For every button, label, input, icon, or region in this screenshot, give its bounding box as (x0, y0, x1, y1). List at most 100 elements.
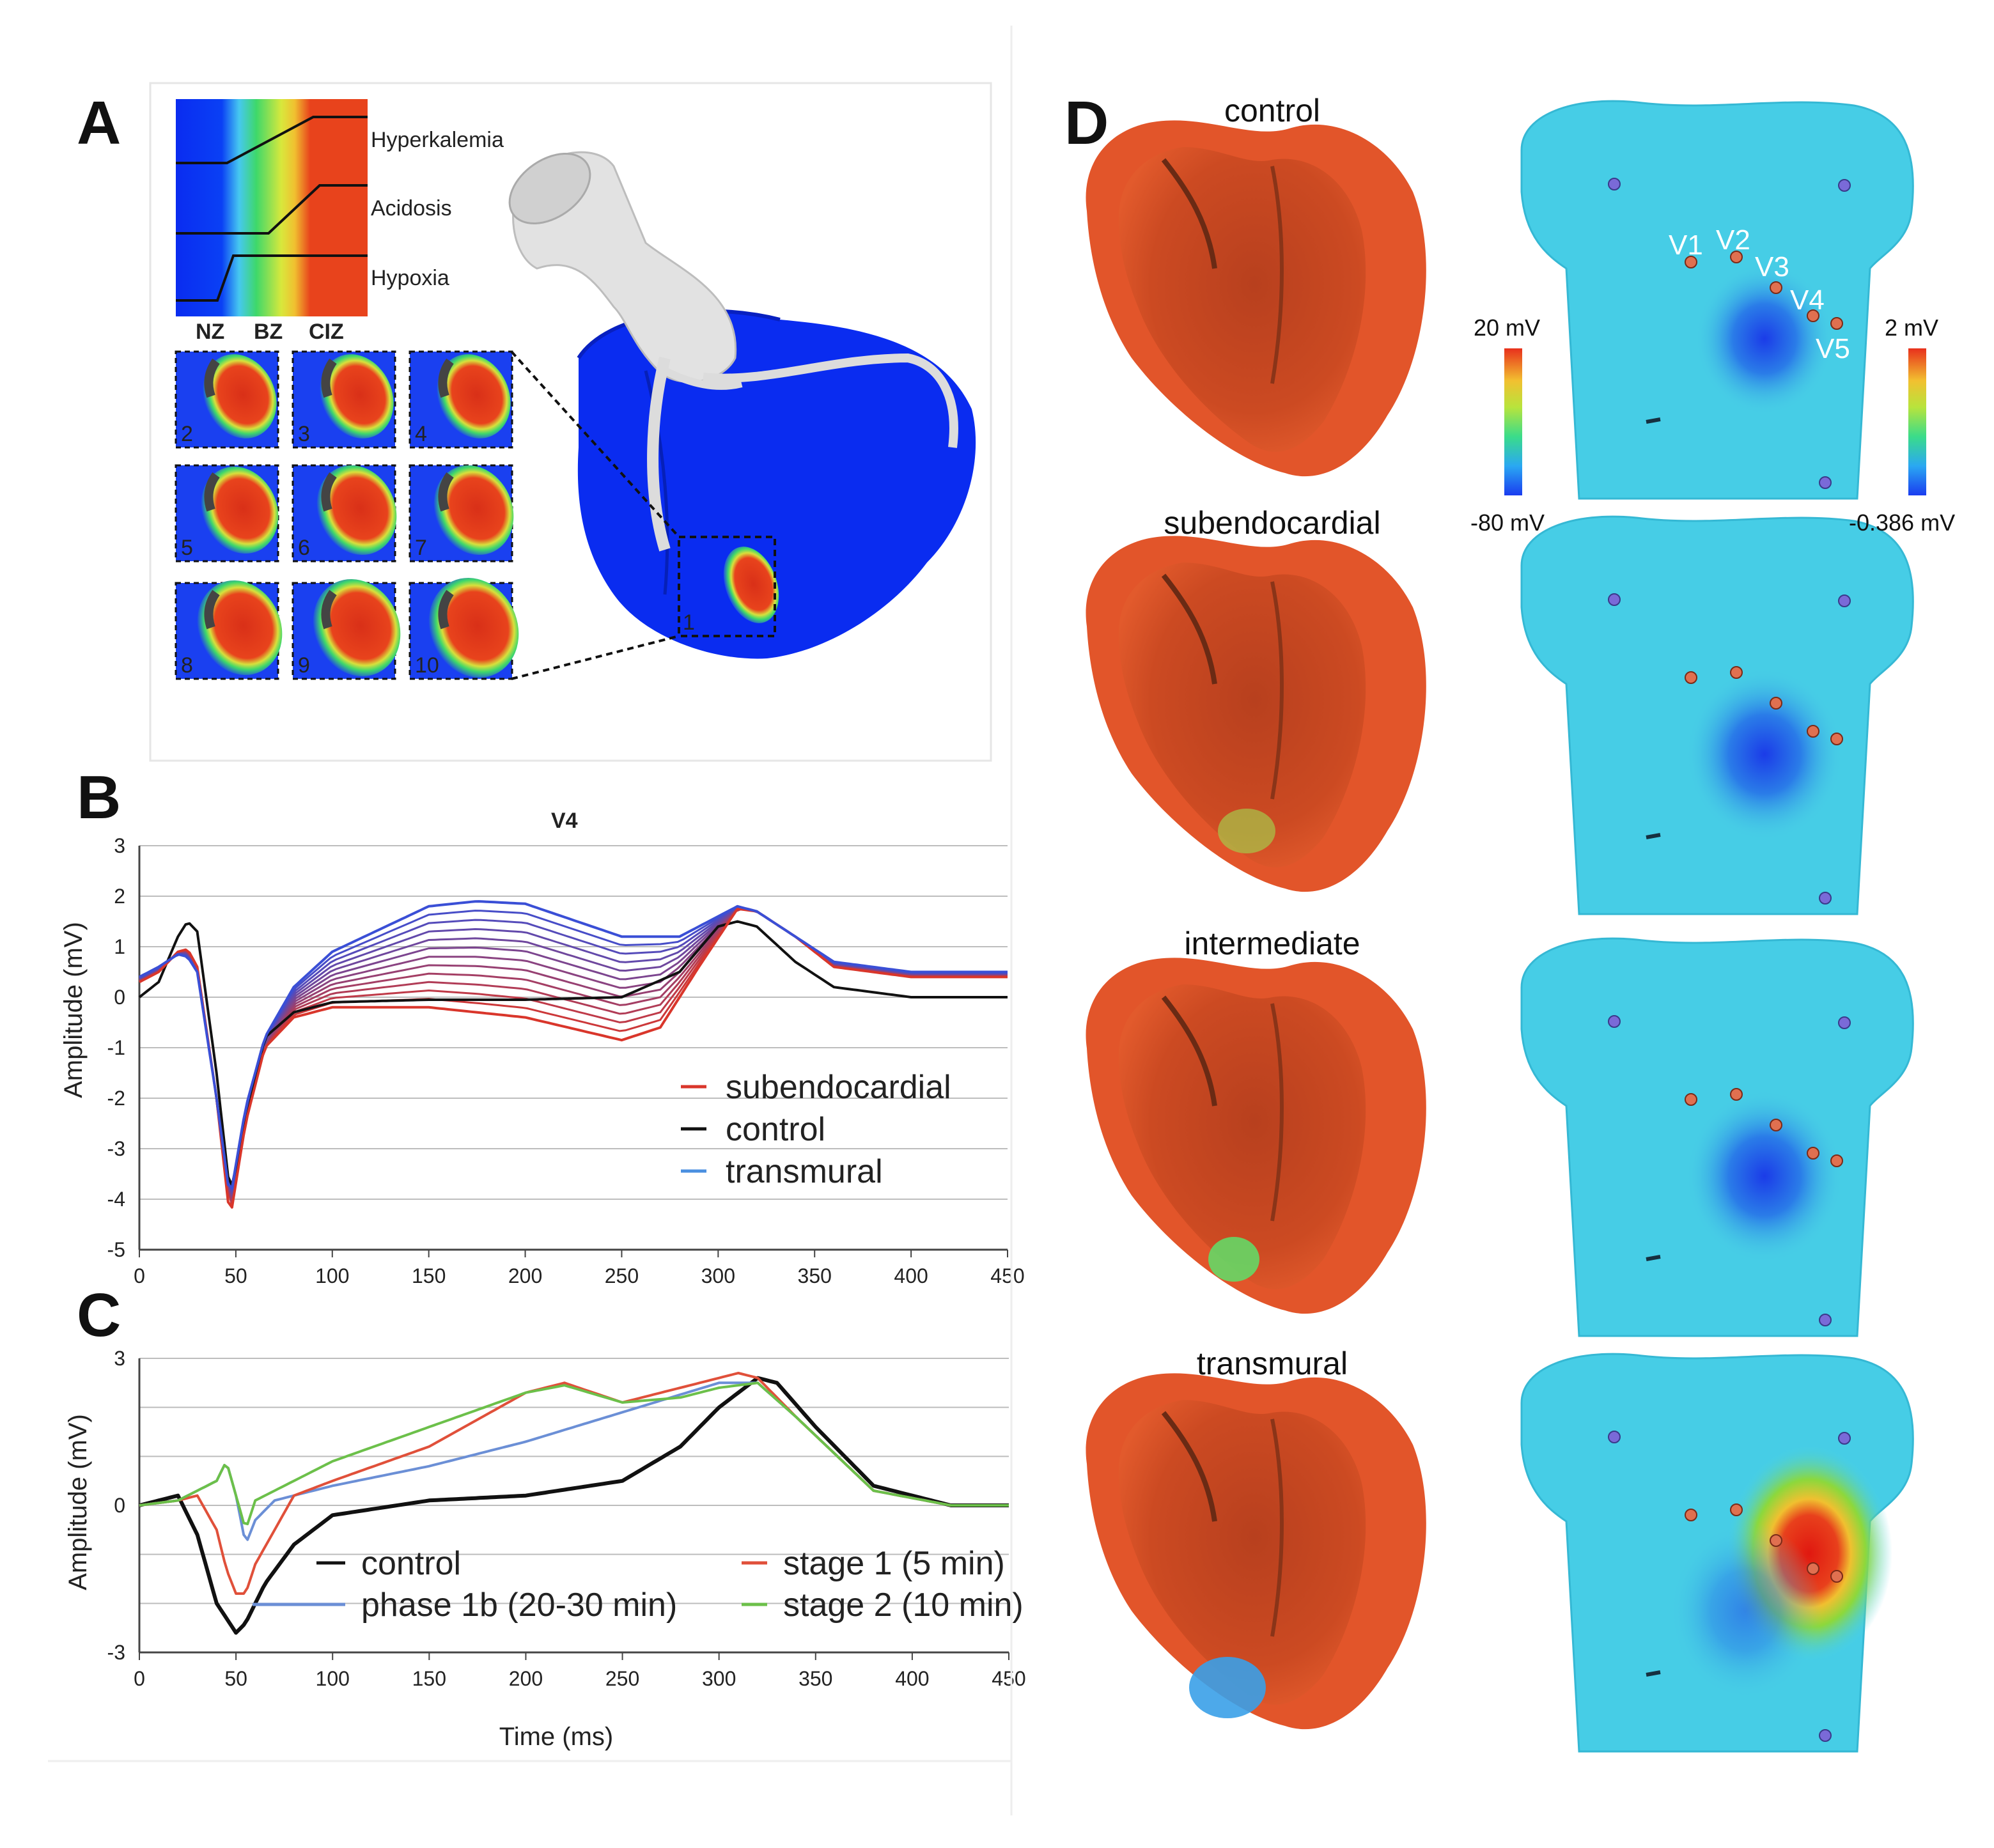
precordial-electrode (1830, 733, 1843, 745)
chart-b: 3 2 1 0 -1 -2 -3 -4 -5 0 50 100 150 200 250 300 350 400 45… (107, 834, 1025, 1287)
x-tick-label: 200 (508, 1264, 542, 1287)
torso-model (1520, 100, 1914, 500)
limb-electrode (1819, 476, 1832, 489)
svg-text:7: 7 (415, 536, 427, 560)
precordial-electrode (1730, 666, 1743, 679)
x-tick-label: 100 (316, 1667, 350, 1690)
slice-thumb: 3 (292, 350, 396, 449)
svg-text:9: 9 (298, 653, 310, 678)
svg-text:stage 2 (10 min): stage 2 (10 min) (783, 1587, 1024, 1624)
svg-text:8: 8 (181, 653, 193, 678)
heart-colorbar-max: 20 mV (1474, 314, 1540, 341)
precordial-electrode (1730, 1503, 1743, 1516)
series-line-stage-2-10-min- (139, 1381, 1009, 1526)
x-tick-label: 250 (605, 1667, 639, 1690)
precordial-electrode (1807, 725, 1819, 738)
y-tick-label: -1 (107, 1036, 125, 1059)
limb-electrode (1838, 1432, 1851, 1445)
precordial-electrode (1807, 1147, 1819, 1160)
lead-v4: V4 (1790, 284, 1825, 316)
zoom-line-top (510, 350, 680, 538)
chart-c-legend: control phase 1b (20-30 min) stage 1 (5 … (253, 1545, 1024, 1624)
torso-colorbar: 2 mV -0.386 mV (1849, 314, 1955, 536)
limb-electrode (1608, 593, 1621, 606)
y-tick-label: -3 (107, 1137, 125, 1160)
precordial-electrode (1807, 309, 1819, 322)
intermediate-series-line (139, 906, 1008, 1190)
y-tick-label: -4 (107, 1188, 125, 1211)
x-tick-label: 0 (134, 1264, 145, 1287)
series-line-control (138, 920, 1008, 1187)
svg-text:control: control (361, 1545, 461, 1582)
svg-text:phase 1b (20-30 min): phase 1b (20-30 min) (361, 1587, 677, 1624)
slice-thumb: 9 (292, 579, 401, 680)
series-line-subendocardial (139, 907, 1008, 1209)
ischemic-region (723, 547, 779, 623)
y-tick-label: -2 (107, 1087, 125, 1110)
precordial-electrode (1830, 317, 1843, 330)
lead-v1: V1 (1669, 229, 1703, 261)
x-tick-label: 250 (605, 1264, 639, 1287)
x-tick-label: 50 (224, 1667, 247, 1690)
hypoxia-curve (176, 254, 368, 302)
label-hypoxia: Hypoxia (371, 266, 449, 290)
panel-b: B V4 3 2 1 0 -1 -2 -3 -4 -5 0 50 100 150 200 250 300 350… (59, 763, 1025, 1287)
x-tick-label: 200 (509, 1667, 543, 1690)
y-tick-label: 2 (114, 885, 125, 908)
x-tick-label: 350 (798, 1264, 832, 1287)
intermediate-series-line (139, 906, 1008, 1195)
precordial-electrode (1830, 1570, 1843, 1583)
heart-colorbar-min: -80 mV (1470, 509, 1545, 536)
series-line-phase-1b-20-30-min- (139, 1381, 1009, 1541)
svg-text:4: 4 (415, 422, 427, 446)
y-tick-label: 1 (114, 935, 125, 958)
y-tick-label: -5 (107, 1238, 125, 1261)
limb-electrode (1819, 1314, 1832, 1326)
svg-text:10: 10 (415, 653, 439, 678)
y-tick-label: 0 (114, 1494, 125, 1517)
limb-electrode (1608, 1015, 1621, 1028)
precordial-electrode (1685, 671, 1697, 684)
heart-colorbar: 20 mV -80 mV (1470, 314, 1545, 536)
x-tick-label: 0 (134, 1667, 145, 1690)
precordial-electrode (1730, 251, 1743, 263)
zone-nz: NZ (196, 320, 224, 344)
limb-electrode (1608, 178, 1621, 190)
lead-labels: V1 V2 V3 V4 V5 (1669, 224, 1850, 364)
precordial-electrode (1830, 1154, 1843, 1167)
panel-letter-b: B (77, 763, 121, 832)
svg-text:2: 2 (181, 422, 193, 446)
main-slice-number: 1 (683, 610, 695, 635)
y-tick-label: 0 (114, 986, 125, 1009)
slice-thumb: 8 (175, 580, 283, 680)
svg-text:transmural: transmural (726, 1153, 883, 1190)
condition-control: control (1224, 93, 1320, 128)
limb-electrode (1838, 179, 1851, 192)
svg-text:5: 5 (181, 536, 193, 560)
precordial-electrode (1807, 1562, 1819, 1575)
slice-thumb: 4 (409, 350, 513, 449)
x-tick-label: 350 (798, 1667, 832, 1690)
panel-d: D control subendocardial intermediate tr… (1064, 89, 1955, 1753)
slice-thumb: 5 (175, 464, 279, 563)
condition-transmural: transmural (1197, 1346, 1348, 1381)
intermediate-series-line (139, 906, 1008, 1193)
slice-thumb: 2 (175, 350, 279, 449)
panel-letter-d: D (1064, 89, 1109, 157)
condition-intermediate: intermediate (1184, 926, 1360, 961)
y-tick-label: 3 (114, 834, 125, 857)
precordial-electrode (1770, 1534, 1782, 1547)
chart-c: 3 0 -3 0 50 100 150 200 250 300 350 400 450 (107, 1347, 1026, 1690)
series-line-control (139, 1376, 1009, 1635)
heart-3d: 1 (508, 151, 976, 659)
zoom-line-bottom (511, 635, 680, 680)
chart-c-xlabel: Time (ms) (499, 1723, 613, 1751)
y-tick-label: 3 (114, 1347, 125, 1370)
svg-text:6: 6 (298, 536, 310, 560)
acidosis-curve (176, 184, 368, 235)
x-tick-label: 400 (894, 1264, 928, 1287)
hyperkalemia-curve (176, 116, 368, 164)
x-tick-label: 450 (992, 1667, 1025, 1690)
heart-model (1086, 536, 1426, 892)
